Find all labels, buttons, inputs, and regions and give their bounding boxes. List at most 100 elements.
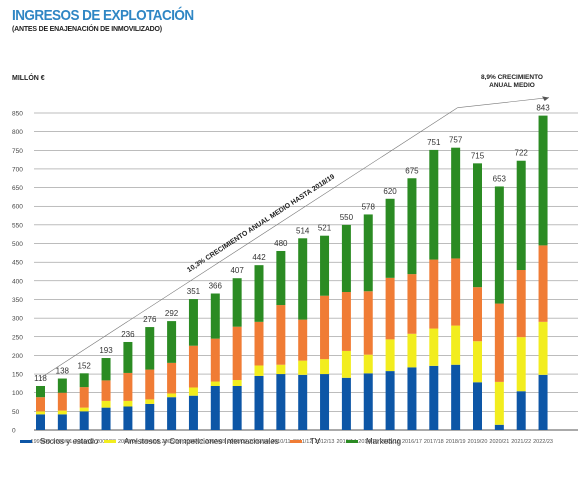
y-tick-label: 850 xyxy=(12,111,23,118)
y-tick-label: 500 xyxy=(12,241,23,248)
legend: Socios y estadio Amistosos y Competicione… xyxy=(0,437,584,453)
bar-segment xyxy=(407,274,417,334)
bar-segment xyxy=(298,360,308,375)
bar-segment xyxy=(385,277,395,340)
total-label: 480 xyxy=(274,239,288,248)
bar-segment xyxy=(473,163,482,288)
legend-swatch xyxy=(346,440,358,443)
bar-segment xyxy=(79,407,89,412)
bar-segment xyxy=(145,399,155,404)
total-label: 578 xyxy=(362,202,376,211)
bar-segment xyxy=(341,377,351,430)
total-label: 521 xyxy=(318,224,332,233)
bar-segment xyxy=(167,393,177,398)
bar-segment xyxy=(123,341,133,373)
bar-segment xyxy=(516,337,526,392)
y-tick-label: 150 xyxy=(12,372,23,379)
legend-label: TV xyxy=(310,437,321,446)
total-label: 620 xyxy=(383,187,397,196)
bar-segment xyxy=(538,321,548,375)
bar-segment xyxy=(123,372,133,401)
chart-subtitle: (ANTES DE ENAJENACIÓN DE INMOVILIZADO) xyxy=(12,26,162,33)
bar-segment xyxy=(145,327,155,370)
bar-segment xyxy=(276,250,286,306)
bar-segment xyxy=(451,147,461,259)
bar-segment xyxy=(298,374,308,430)
bar-segment xyxy=(101,407,111,430)
x-tick-label: 2014/15 xyxy=(358,439,378,445)
bar-segment xyxy=(451,258,461,326)
bar-segment xyxy=(57,392,67,411)
y-axis-unit-label: MILLÓN € xyxy=(12,75,45,82)
bar-segment xyxy=(320,359,330,375)
total-label: 715 xyxy=(471,151,485,160)
total-label: 751 xyxy=(427,138,441,147)
bar-segment xyxy=(145,403,155,430)
x-tick-label: 2009/10 xyxy=(249,439,269,445)
bar-segment xyxy=(79,411,89,430)
bar-segment xyxy=(210,338,220,382)
total-label: 236 xyxy=(121,330,135,339)
bar-segment xyxy=(232,380,242,386)
bar-segment xyxy=(451,364,461,430)
y-tick-label: 700 xyxy=(12,166,23,173)
bar-segment xyxy=(254,365,264,376)
bar-segment xyxy=(188,395,198,430)
x-tick-label: 2001/02 xyxy=(74,439,94,445)
bar-segment xyxy=(407,178,417,275)
total-label: 407 xyxy=(230,266,244,275)
total-label: 843 xyxy=(536,104,550,113)
total-label: 653 xyxy=(493,174,507,183)
bar-segment xyxy=(538,245,548,322)
bar-segment xyxy=(538,374,548,430)
bar-segment xyxy=(363,214,373,292)
bar-segment xyxy=(79,387,89,408)
bar-segment xyxy=(210,293,220,339)
y-tick-label: 200 xyxy=(12,353,23,360)
bar-segment xyxy=(320,235,330,296)
y-tick-label: 50 xyxy=(12,409,20,416)
total-label: 152 xyxy=(78,361,92,370)
total-labels: 118 138 152 193 236 276 292 351 366 407 442 480 514 5… xyxy=(34,104,550,383)
legend-item: Socios y estadio xyxy=(20,437,98,446)
bar-segment xyxy=(36,414,45,430)
x-tick-label: 2010/11 xyxy=(271,439,290,445)
bar-segment xyxy=(385,339,395,372)
total-label: 118 xyxy=(34,374,47,383)
bar-segment xyxy=(232,385,242,430)
x-tick-label: 2012/13 xyxy=(315,439,335,445)
y-tick-label: 0 xyxy=(12,428,16,435)
legend-swatch xyxy=(104,440,116,443)
bar-segment xyxy=(232,278,242,327)
bar-segment xyxy=(363,373,373,430)
legend-label: Marketing xyxy=(366,437,402,446)
y-tick-label: 100 xyxy=(12,390,23,397)
x-tick-label: 2021/22 xyxy=(511,439,531,445)
trend-line-to-2018-19 xyxy=(40,107,458,379)
bar-segment xyxy=(385,371,395,430)
y-tick-label: 250 xyxy=(12,334,23,341)
total-label: 351 xyxy=(187,287,201,296)
total-label: 138 xyxy=(56,367,70,376)
bar-segment xyxy=(363,291,373,355)
bar-segment xyxy=(79,373,89,388)
bar-segment xyxy=(101,400,111,408)
bar-segment xyxy=(538,115,548,246)
bar-segment xyxy=(276,364,286,375)
bar-segment xyxy=(232,326,242,381)
bar-stacks xyxy=(36,115,548,430)
bar-segment xyxy=(188,345,198,388)
bar-segment xyxy=(57,410,67,415)
chart-title: INGRESOS DE EXPLOTACIÓN xyxy=(12,7,194,24)
bar-segment xyxy=(320,374,330,430)
bar-segment xyxy=(210,381,220,386)
x-tick-label: 2000/01 xyxy=(52,439,72,445)
bar-segment xyxy=(320,295,330,360)
bar-segment xyxy=(494,424,504,430)
y-tick-label: 300 xyxy=(12,316,23,323)
x-tick-label: 2016/17 xyxy=(402,439,422,445)
legend-item: TV xyxy=(290,437,320,446)
total-label: 757 xyxy=(449,136,463,145)
trend-arrowhead xyxy=(542,96,550,102)
total-label: 722 xyxy=(515,149,529,158)
